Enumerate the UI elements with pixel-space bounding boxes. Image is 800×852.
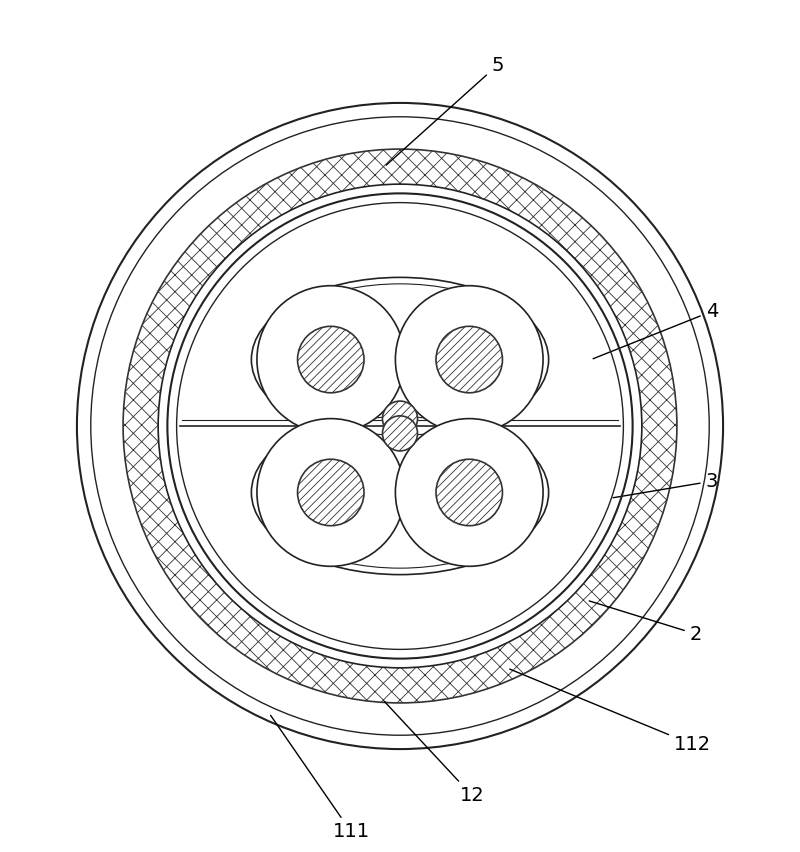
Text: 3: 3 [613,472,718,498]
Circle shape [257,285,405,434]
Text: 5: 5 [386,55,504,165]
Text: 12: 12 [385,701,484,805]
Text: 112: 112 [510,669,711,754]
Circle shape [123,149,677,703]
Circle shape [158,184,642,668]
Circle shape [382,416,418,451]
Circle shape [298,326,364,393]
Text: 4: 4 [593,302,718,359]
Circle shape [382,401,418,436]
Circle shape [298,459,364,526]
Circle shape [395,285,543,434]
Circle shape [395,418,543,567]
Circle shape [436,326,502,393]
Text: 111: 111 [270,716,370,842]
Text: 2: 2 [590,601,702,643]
Circle shape [436,459,502,526]
Circle shape [257,418,405,567]
